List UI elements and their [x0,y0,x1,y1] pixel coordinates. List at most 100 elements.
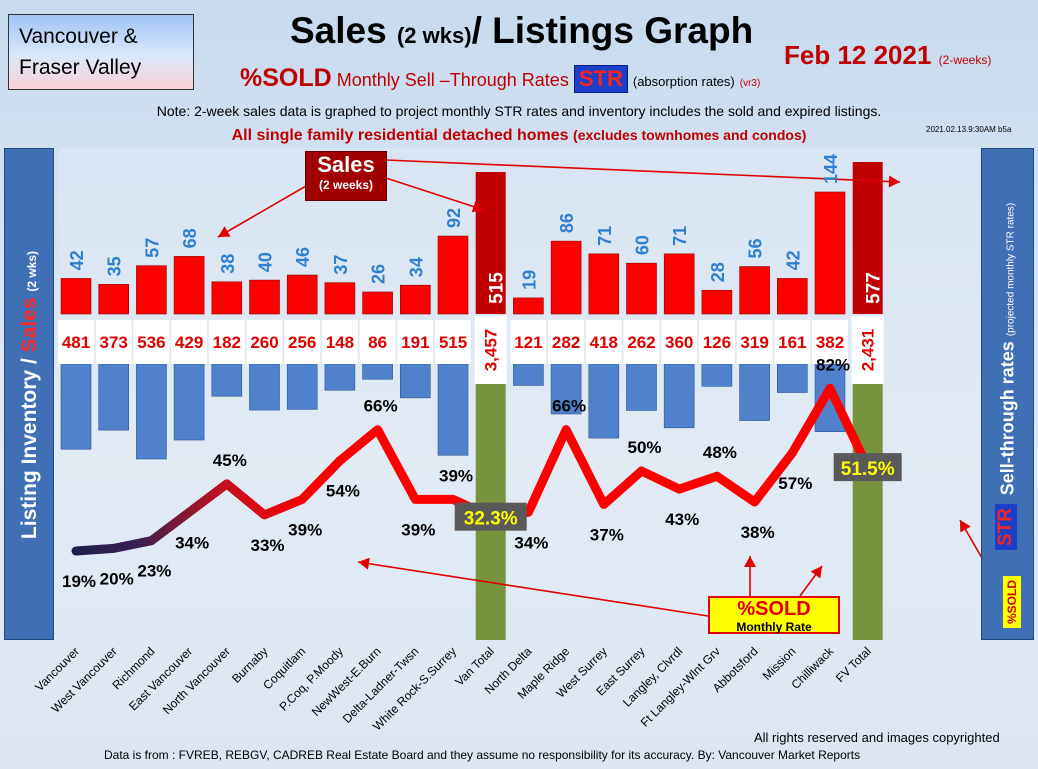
sales-bar [588,253,620,315]
callout-arrow-head [960,520,971,533]
inventory-bar-total [475,364,506,640]
inventory-label-box [208,320,245,364]
scope-main: All single family residential detached h… [231,127,569,144]
inventory-bar [324,363,356,391]
sold-callout-title: %SOLD [737,598,811,620]
str-label: 39% [401,520,435,539]
str-label: 34% [175,533,209,552]
sales-callout-title: Sales [317,152,375,177]
sales-bar [60,278,92,315]
inventory-bar [173,363,205,441]
str-label: 20% [100,569,134,588]
callout-arrow-head [888,175,900,188]
left-axis-label: Listing Inventory / Sales (2 wks) [18,251,42,539]
inventory-bar [362,363,393,380]
inventory-label-box [510,320,547,364]
inventory-label: 536 [137,333,165,352]
left-axis-panel: Listing Inventory / Sales (2 wks) [4,148,54,640]
title-rest: / Listings Graph [471,10,754,51]
right-axis-subtitle: (projected monthly STR rates) [1005,202,1017,337]
right-axis-panel: Sell-through rates (projected monthly ST… [981,148,1034,640]
inventory-label-box [774,320,811,364]
sales-bar [513,297,544,315]
right-axis-sold-badge: %SOLD [1003,575,1021,629]
callout-arrow-head [810,566,822,579]
inventory-label-box [474,316,507,384]
subtitle-version: (vr3) [739,78,761,89]
subtitle-str-badge: STR [573,65,628,93]
inventory-label: 262 [627,333,655,352]
inventory-label-total: 2,431 [859,329,878,372]
sales-label: 42 [67,250,87,270]
callout-arrow-line [385,177,485,211]
inventory-label-box [58,320,94,364]
sales-label: 71 [595,226,615,246]
inventory-label: 282 [552,333,580,352]
sales-bar [136,265,167,315]
str-label-box-total [833,453,902,482]
inventory-label: 382 [816,333,844,352]
sales-label: 57 [142,238,162,258]
sales-bar [324,282,356,315]
inventory-bar [98,363,129,431]
callout-arrow-head [744,556,756,567]
sales-bar-total [475,172,506,314]
inventory-label: 121 [514,333,542,352]
inventory-bar [739,363,770,421]
callout-arrow-head [358,557,370,570]
sales-bar [362,291,393,315]
str-label: 66% [552,397,586,416]
sales-label-total: 515 [487,272,508,304]
sales-label: 35 [105,256,125,276]
inventory-label-box [246,320,283,364]
sales-bar [701,289,733,315]
sales-bar [437,235,469,315]
str-label: 39% [439,466,473,485]
inventory-bar [550,363,582,415]
sales-label: 26 [369,264,389,284]
inventory-bar [588,363,620,439]
sales-bar [98,284,129,315]
str-label-total: 51.5% [841,459,895,480]
sales-bar [739,266,770,315]
callout-arrow-head [471,200,484,213]
inventory-label-box [171,320,208,364]
sales-label: 56 [746,239,766,259]
sales-bar [626,262,657,315]
inventory-label-box [661,320,698,364]
str-label: 37% [590,526,624,545]
region-title-box: Vancouver & Fraser Valley [8,14,194,90]
chart-date: Feb 12 2021 (2-weeks) [784,40,991,71]
sales-label: 60 [633,235,653,255]
inventory-bar [626,363,657,411]
inventory-label-box [284,320,321,364]
inventory-bar [136,363,167,460]
sales-label: 86 [557,213,577,233]
str-label: 39% [288,520,322,539]
str-label: 54% [326,482,360,501]
str-label: 33% [250,536,284,555]
sales-bar [173,256,205,315]
inventory-bar [249,363,280,411]
inventory-bar [701,363,733,387]
x-tick-label: NewWest-E.Burn [309,644,384,719]
str-label: 50% [627,438,661,457]
inventory-label-box [95,320,132,364]
source-note: Data is from : FVREB, REBGV, CADREB Real… [104,748,861,762]
sales-label: 46 [293,247,313,267]
str-label: 45% [213,451,247,470]
chart-title: Sales (2 wks)/ Listings Graph [290,10,753,52]
title-sales: Sales [290,10,387,51]
callout-arrow-line [217,185,307,238]
inventory-bars [60,363,883,640]
x-tick-label: North Vancouver [160,644,233,717]
inventory-bar [60,363,92,450]
str-label: 66% [364,397,398,416]
subtitle-sold: %SOLD [240,64,332,92]
inventory-label-box [736,320,773,364]
inventory-label: 256 [288,333,316,352]
x-tick-label: West Vancouver [48,644,119,715]
inventory-label: 191 [401,333,429,352]
